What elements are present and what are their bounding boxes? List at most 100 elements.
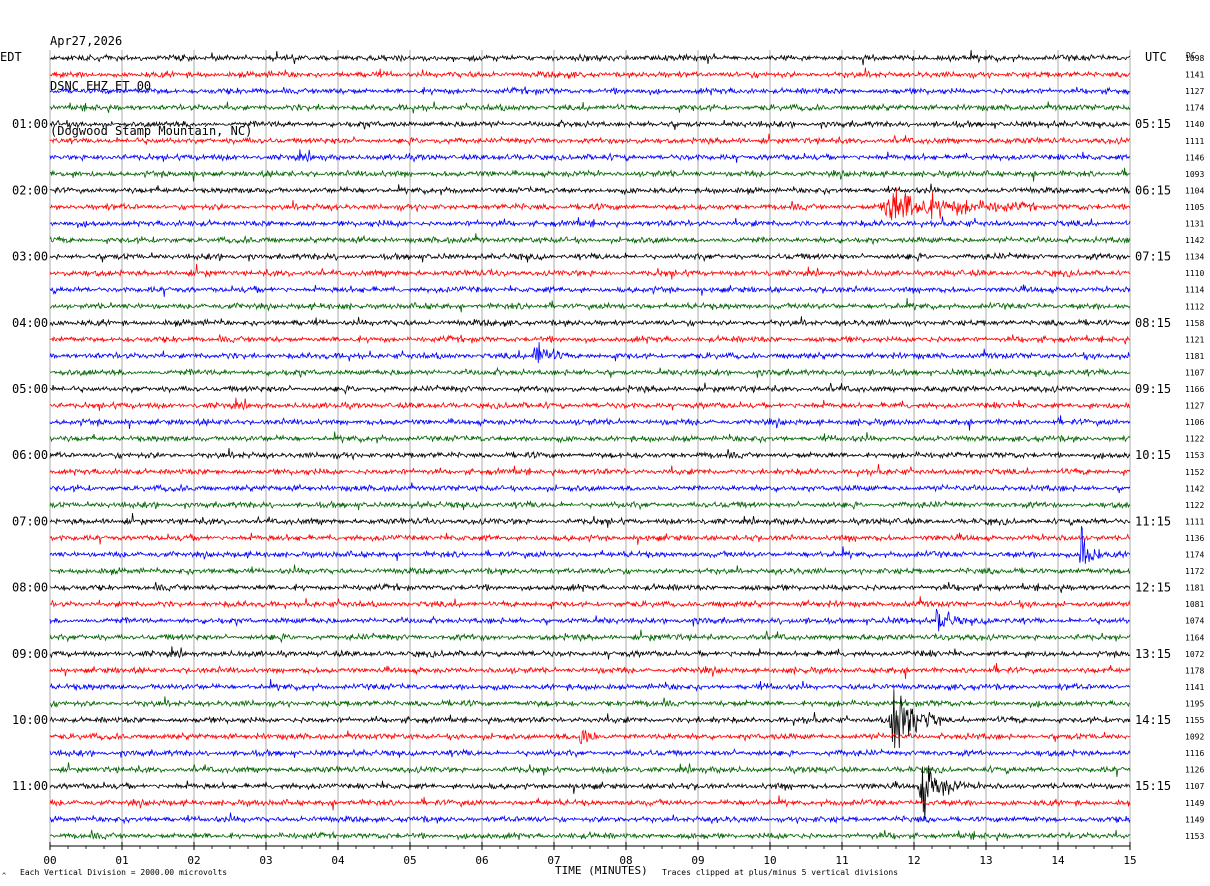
dc-offset-label: 1172 (1185, 567, 1204, 576)
left-hour-label: 08:00 (12, 581, 48, 595)
dc-offset-label: 1134 (1185, 253, 1204, 262)
trace-47 (50, 829, 1131, 842)
trace-17 (49, 334, 1131, 345)
trace-8 (49, 183, 1131, 196)
trace-34 (49, 608, 1131, 632)
dc-offset-label: 1181 (1185, 584, 1204, 593)
trace-43 (49, 762, 1131, 777)
trace-16 (49, 316, 1131, 328)
dc-offset-label: 1114 (1185, 286, 1204, 295)
corner-mark: ^ (2, 872, 6, 880)
dc-offset-label: 1074 (1185, 617, 1204, 626)
x-tick-label: 03 (259, 854, 272, 867)
trace-42 (49, 747, 1131, 759)
trace-18 (49, 342, 1131, 364)
trace-32 (49, 582, 1131, 593)
dc-offset-label: 1149 (1185, 815, 1204, 824)
dc-offset-label: 1153 (1185, 832, 1204, 841)
dc-offset-label: 1181 (1185, 352, 1204, 361)
trace-15 (49, 297, 1131, 313)
dc-offset-label: 1178 (1185, 666, 1204, 675)
trace-29 (49, 532, 1131, 545)
dc-offset-label: 1122 (1185, 501, 1204, 510)
left-hour-label: 10:00 (12, 713, 48, 727)
trace-28 (49, 512, 1131, 528)
dc-offset-label: 1106 (1185, 418, 1204, 427)
trace-30 (49, 526, 1131, 564)
x-tick-label: 14 (1051, 854, 1065, 867)
header-location: (Dogwood Stamp Mountain, NC) (50, 124, 253, 138)
x-tick-label: 08 (619, 854, 632, 867)
dc-offset-label: 1111 (1185, 517, 1204, 526)
trace-12 (49, 251, 1131, 263)
dc-offset-label: 1153 (1185, 451, 1204, 460)
trace-25 (49, 464, 1131, 477)
right-hour-label: 07:15 (1135, 250, 1171, 264)
dc-offset-label: 1072 (1185, 650, 1204, 659)
dc-offset-label: 1107 (1185, 368, 1204, 377)
trace-2 (49, 86, 1131, 97)
x-tick-label: 15 (1123, 854, 1136, 867)
left-hour-label: 05:00 (12, 382, 48, 396)
right-hour-label: 08:15 (1135, 316, 1171, 330)
x-tick-label: 00 (43, 854, 56, 867)
x-axis: 00 01 02 03 04 05 06 07 08 09 10 11 12 13 14 15 (43, 842, 1137, 867)
trace-46 (49, 812, 1131, 825)
left-hour-label: 02:00 (12, 183, 48, 197)
x-tick-label: 12 (907, 854, 920, 867)
trace-40 (49, 689, 1131, 749)
trace-22 (49, 415, 1131, 431)
left-hour-label: 01:00 (12, 117, 48, 131)
dc-offset-label: 1136 (1185, 534, 1204, 543)
right-hour-label: 15:15 (1135, 779, 1171, 793)
axis-labels: EDT UTC DC 01:00 02:00 03:00 04:00 05:00 06:0… (0, 50, 1204, 841)
dc-offset-label: 1112 (1185, 302, 1204, 311)
right-hour-label: 12:15 (1135, 581, 1171, 595)
right-hour-label: 13:15 (1135, 647, 1171, 661)
trace-0 (50, 49, 1131, 66)
trace-36 (49, 646, 1131, 660)
dc-offset-label: 1121 (1185, 335, 1204, 344)
dc-offset-label: 1116 (1185, 749, 1204, 758)
x-tick-label: 06 (475, 854, 488, 867)
trace-11 (49, 233, 1131, 246)
dc-column-header: DC (1186, 51, 1196, 60)
right-hour-label: 11:15 (1135, 514, 1171, 528)
trace-38 (49, 678, 1130, 693)
left-hour-label: 04:00 (12, 316, 48, 330)
trace-21 (49, 397, 1131, 411)
trace-26 (49, 482, 1131, 494)
trace-39 (49, 696, 1131, 709)
seismic-traces (49, 49, 1131, 842)
dc-offset-label: 1152 (1185, 468, 1204, 477)
dc-offset-label: 1110 (1185, 269, 1204, 278)
left-zone-label: EDT (0, 50, 22, 64)
trace-13 (49, 263, 1131, 280)
x-tick-label: 10 (763, 854, 776, 867)
trace-19 (50, 366, 1131, 378)
header-date: Apr27,2026 (50, 34, 123, 48)
trace-9 (49, 187, 1131, 221)
right-hour-label: 05:15 (1135, 117, 1171, 131)
dc-offset-label: 1174 (1185, 551, 1204, 560)
dc-offset-label: 1142 (1185, 484, 1204, 493)
dc-offset-label: 1164 (1185, 633, 1204, 642)
dc-offset-label: 1155 (1185, 716, 1204, 725)
trace-20 (49, 382, 1131, 395)
trace-14 (49, 284, 1131, 297)
trace-24 (49, 448, 1131, 461)
x-tick-label: 05 (403, 854, 416, 867)
x-tick-label: 11 (835, 854, 848, 867)
trace-4 (49, 119, 1131, 131)
trace-35 (49, 629, 1131, 644)
x-tick-label: 13 (979, 854, 992, 867)
trace-33 (49, 596, 1131, 610)
x-tick-label: 01 (115, 854, 128, 867)
left-hour-label: 06:00 (12, 448, 48, 462)
dc-offset-label: 1174 (1185, 104, 1204, 113)
right-zone-label: UTC (1145, 50, 1167, 64)
trace-3 (49, 101, 1131, 114)
x-tick-label: 07 (547, 854, 560, 867)
trace-7 (49, 167, 1131, 182)
dc-offset-label: 1092 (1185, 733, 1204, 742)
